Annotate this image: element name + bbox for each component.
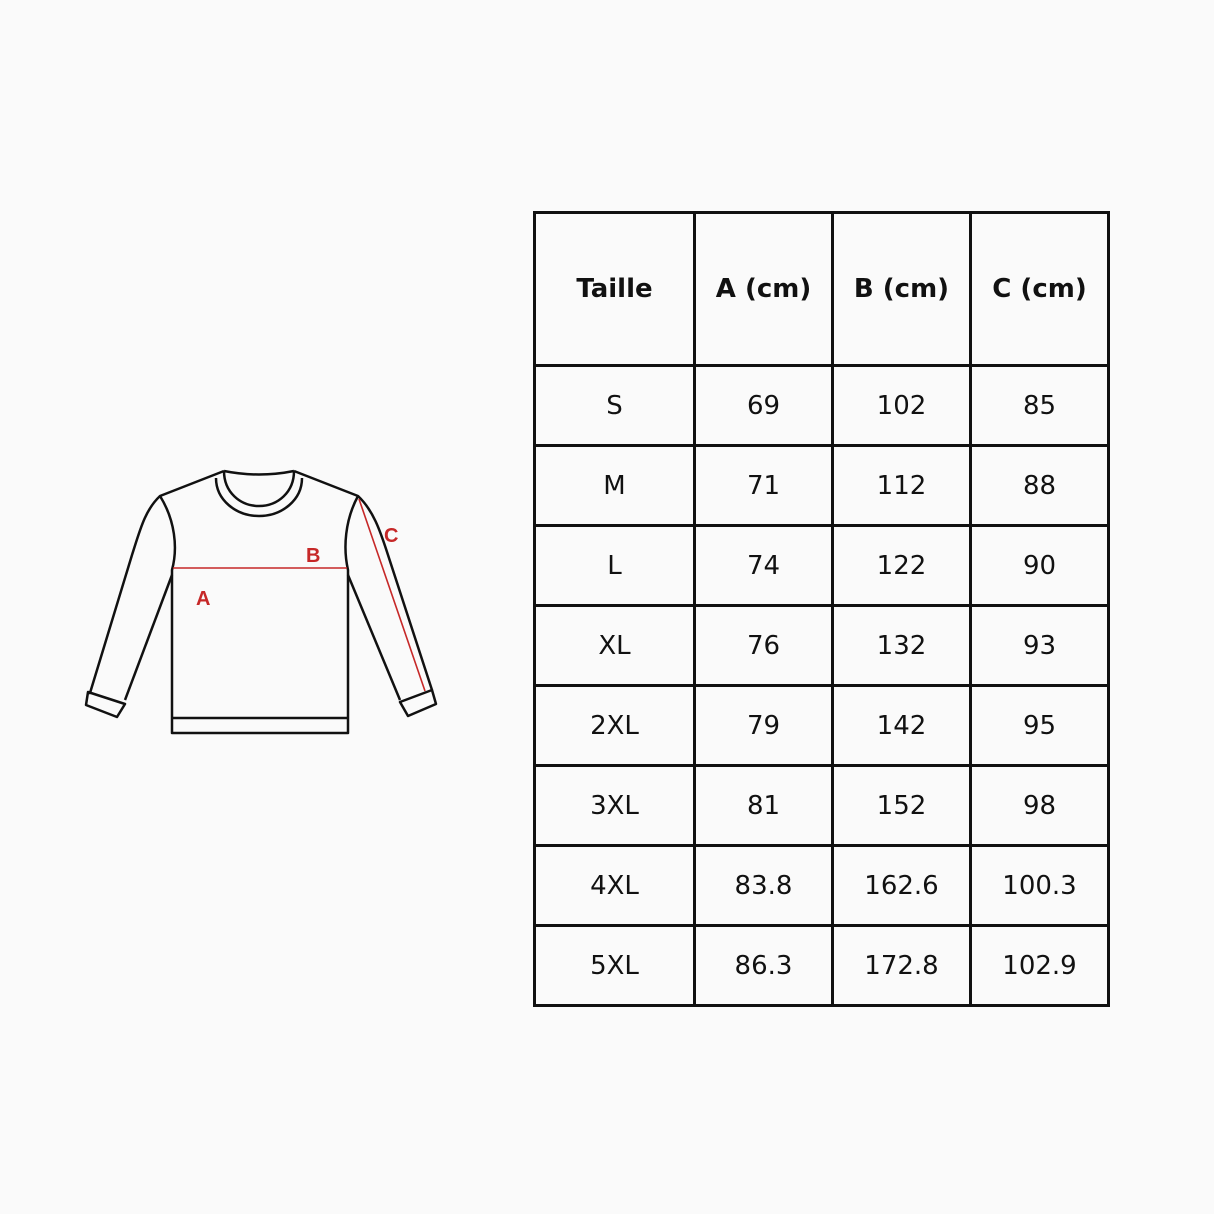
cell-a: 83.8 bbox=[693, 844, 834, 927]
table-header-row: Taille A (cm) B (cm) C (cm) bbox=[533, 211, 1110, 367]
cell-c: 100.3 bbox=[969, 844, 1110, 927]
cell-b: 132 bbox=[831, 604, 972, 687]
table-row: 2XL 79 142 95 bbox=[533, 684, 1110, 767]
label-c: C bbox=[384, 525, 398, 547]
cell-size: 3XL bbox=[533, 764, 696, 847]
cell-c: 90 bbox=[969, 524, 1110, 607]
cell-c: 95 bbox=[969, 684, 1110, 767]
sweater-outline bbox=[84, 469, 438, 735]
table-row: S 69 102 85 bbox=[533, 364, 1110, 447]
header-c: C (cm) bbox=[969, 211, 1110, 367]
cell-a: 69 bbox=[693, 364, 834, 447]
cell-b: 142 bbox=[831, 684, 972, 767]
cell-a: 86.3 bbox=[693, 924, 834, 1007]
cell-b: 172.8 bbox=[831, 924, 972, 1007]
cell-size: 2XL bbox=[533, 684, 696, 767]
table-row: 5XL 86.3 172.8 102.9 bbox=[533, 924, 1110, 1007]
cell-size: 5XL bbox=[533, 924, 696, 1007]
cell-a: 79 bbox=[693, 684, 834, 767]
cell-a: 71 bbox=[693, 444, 834, 527]
cell-a: 76 bbox=[693, 604, 834, 687]
table-row: 4XL 83.8 162.6 100.3 bbox=[533, 844, 1110, 927]
cell-c: 93 bbox=[969, 604, 1110, 687]
cell-a: 81 bbox=[693, 764, 834, 847]
cell-a: 74 bbox=[693, 524, 834, 607]
table-row: M 71 112 88 bbox=[533, 444, 1110, 527]
size-table: Taille A (cm) B (cm) C (cm) S 69 102 85 M 71 1… bbox=[533, 211, 1110, 1007]
measurement-lines bbox=[173, 498, 426, 692]
cell-b: 102 bbox=[831, 364, 972, 447]
cell-size: S bbox=[533, 364, 696, 447]
header-a: A (cm) bbox=[693, 211, 834, 367]
cell-c: 85 bbox=[969, 364, 1110, 447]
label-b: B bbox=[306, 545, 320, 567]
cell-b: 152 bbox=[831, 764, 972, 847]
table-row: L 74 122 90 bbox=[533, 524, 1110, 607]
cell-size: M bbox=[533, 444, 696, 527]
cell-size: L bbox=[533, 524, 696, 607]
label-a: A bbox=[196, 588, 210, 610]
header-size: Taille bbox=[533, 211, 696, 367]
cell-c: 102.9 bbox=[969, 924, 1110, 1007]
cell-c: 88 bbox=[969, 444, 1110, 527]
cell-b: 122 bbox=[831, 524, 972, 607]
cell-size: 4XL bbox=[533, 844, 696, 927]
cell-b: 162.6 bbox=[831, 844, 972, 927]
measure-c-line bbox=[358, 498, 426, 692]
table-row: 3XL 81 152 98 bbox=[533, 764, 1110, 847]
header-b: B (cm) bbox=[831, 211, 972, 367]
cell-b: 112 bbox=[831, 444, 972, 527]
cell-c: 98 bbox=[969, 764, 1110, 847]
table-row: XL 76 132 93 bbox=[533, 604, 1110, 687]
cell-size: XL bbox=[533, 604, 696, 687]
